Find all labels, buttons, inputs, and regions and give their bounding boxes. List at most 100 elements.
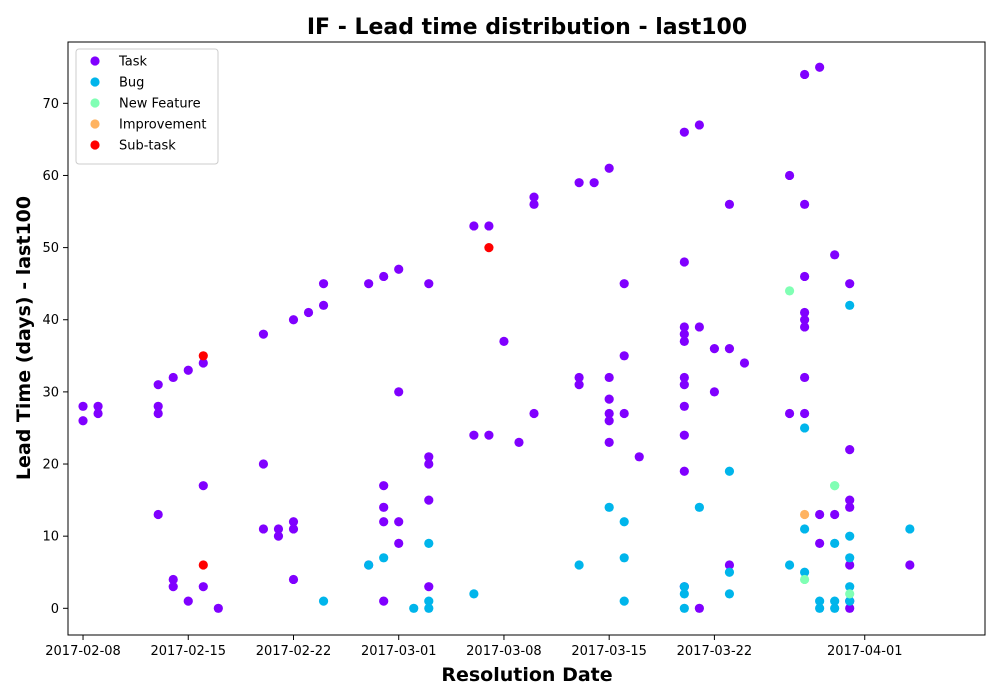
legend-marker	[90, 77, 100, 87]
scatter-point-task	[679, 336, 689, 346]
scatter-point-bug	[679, 582, 689, 592]
legend-marker	[90, 56, 100, 66]
scatter-point-bug	[604, 502, 614, 512]
scatter-point-task	[679, 401, 689, 411]
scatter-point-task	[604, 372, 614, 383]
scatter-point-task	[258, 524, 269, 534]
chart-title: IF - Lead time distribution - last100	[307, 15, 747, 40]
scatter-point-task	[514, 437, 524, 447]
x-tick-label: 2017-03-08	[466, 644, 542, 659]
scatter-point-task	[153, 509, 163, 520]
scatter-point-new-feature	[800, 574, 810, 585]
scatter-point-bug	[845, 531, 855, 541]
scatter-point-sub-task	[198, 351, 208, 361]
scatter-point-task	[679, 380, 689, 390]
scatter-point-task	[679, 430, 689, 440]
scatter-point-task	[379, 502, 389, 512]
scatter-point-bug	[364, 560, 374, 570]
scatter-point-bug	[815, 603, 825, 613]
scatter-point-task	[183, 596, 193, 606]
scatter-point-task	[394, 538, 404, 548]
scatter-point-bug	[830, 538, 840, 548]
scatter-point-task	[739, 358, 750, 368]
scatter-point-task	[258, 459, 269, 469]
scatter-point-task	[679, 257, 689, 267]
scatter-point-task	[213, 603, 223, 613]
y-tick-label: 0	[51, 602, 59, 617]
scatter-point-task	[469, 430, 479, 440]
scatter-point-task	[318, 279, 329, 289]
scatter-point-task	[469, 221, 479, 231]
scatter-point-bug	[574, 560, 584, 570]
scatter-point-task	[78, 401, 88, 411]
scatter-point-task	[379, 596, 389, 606]
scatter-point-task	[379, 271, 389, 282]
scatter-point-task	[800, 372, 810, 383]
scatter-point-task	[288, 517, 299, 527]
scatter-point-task	[800, 199, 810, 209]
scatter-point-task	[168, 574, 178, 585]
scatter-point-task	[800, 271, 810, 282]
scatter-point-task	[845, 495, 855, 505]
scatter-point-task	[604, 416, 614, 426]
scatter-point-task	[93, 401, 103, 411]
scatter-point-task	[168, 582, 178, 592]
scatter-point-task	[499, 336, 509, 346]
x-tick-label: 2017-02-15	[150, 644, 226, 659]
scatter-point-task	[845, 603, 855, 613]
scatter-point-task	[198, 481, 208, 491]
legend-label: Sub-task	[119, 139, 176, 154]
y-tick-label: 60	[42, 169, 59, 184]
scatter-point-bug	[905, 524, 915, 534]
scatter-point-bug	[845, 582, 855, 592]
y-tick-label: 10	[42, 530, 59, 545]
scatter-point-task	[303, 307, 314, 318]
x-tick-label: 2017-03-01	[361, 644, 437, 659]
scatter-point-bug	[619, 517, 629, 527]
scatter-point-task	[800, 307, 810, 318]
scatter-point-task	[815, 538, 825, 548]
scatter-point-task	[273, 531, 284, 541]
legend-label: Task	[118, 55, 148, 70]
scatter-point-bug	[830, 603, 840, 613]
y-tick-label: 20	[42, 458, 59, 473]
scatter-point-task	[183, 365, 193, 375]
scatter-point-task	[288, 574, 299, 585]
legend-label: New Feature	[119, 97, 201, 112]
scatter-point-task	[724, 199, 735, 209]
scatter-point-bug	[318, 596, 329, 606]
scatter-point-task	[845, 560, 855, 570]
scatter-point-task	[830, 509, 840, 520]
scatter-point-task	[529, 199, 539, 209]
legend-label: Bug	[119, 76, 144, 91]
x-axis-ticks: 2017-02-08 2017-02-15 2017-02-22 2017-03-01…	[45, 635, 903, 659]
scatter-point-task	[198, 358, 208, 368]
x-tick-label: 2017-02-08	[45, 644, 121, 659]
scatter-point-bug	[619, 553, 629, 563]
scatter-point-bug	[424, 603, 434, 613]
scatter-point-task	[424, 495, 434, 505]
scatter-point-task	[604, 437, 614, 447]
scatter-point-task	[394, 387, 404, 397]
scatter-point-bug	[724, 589, 735, 599]
plot-area-frame	[67, 41, 986, 636]
scatter-point-sub-task	[198, 560, 208, 570]
scatter-point-task	[424, 582, 434, 592]
scatter-point-bug	[619, 596, 629, 606]
scatter-point-new-feature	[784, 286, 795, 296]
y-tick-label: 50	[42, 241, 59, 256]
scatter-point-task	[198, 582, 208, 592]
legend-marker	[90, 119, 100, 129]
scatter-point-task	[574, 372, 584, 383]
scatter-point-bug	[800, 423, 810, 433]
scatter-point-task	[318, 300, 329, 310]
scatter-point-task	[574, 178, 584, 188]
scatter-point-bug	[724, 567, 735, 577]
scatter-point-task	[424, 452, 434, 462]
x-tick-label: 2017-03-22	[677, 644, 753, 659]
scatter-point-bug	[424, 596, 434, 606]
marks-layer	[78, 62, 915, 613]
x-axis-label: Resolution Date	[441, 664, 612, 686]
scatter-point-task	[288, 315, 299, 325]
scatter-point-task	[679, 466, 689, 476]
